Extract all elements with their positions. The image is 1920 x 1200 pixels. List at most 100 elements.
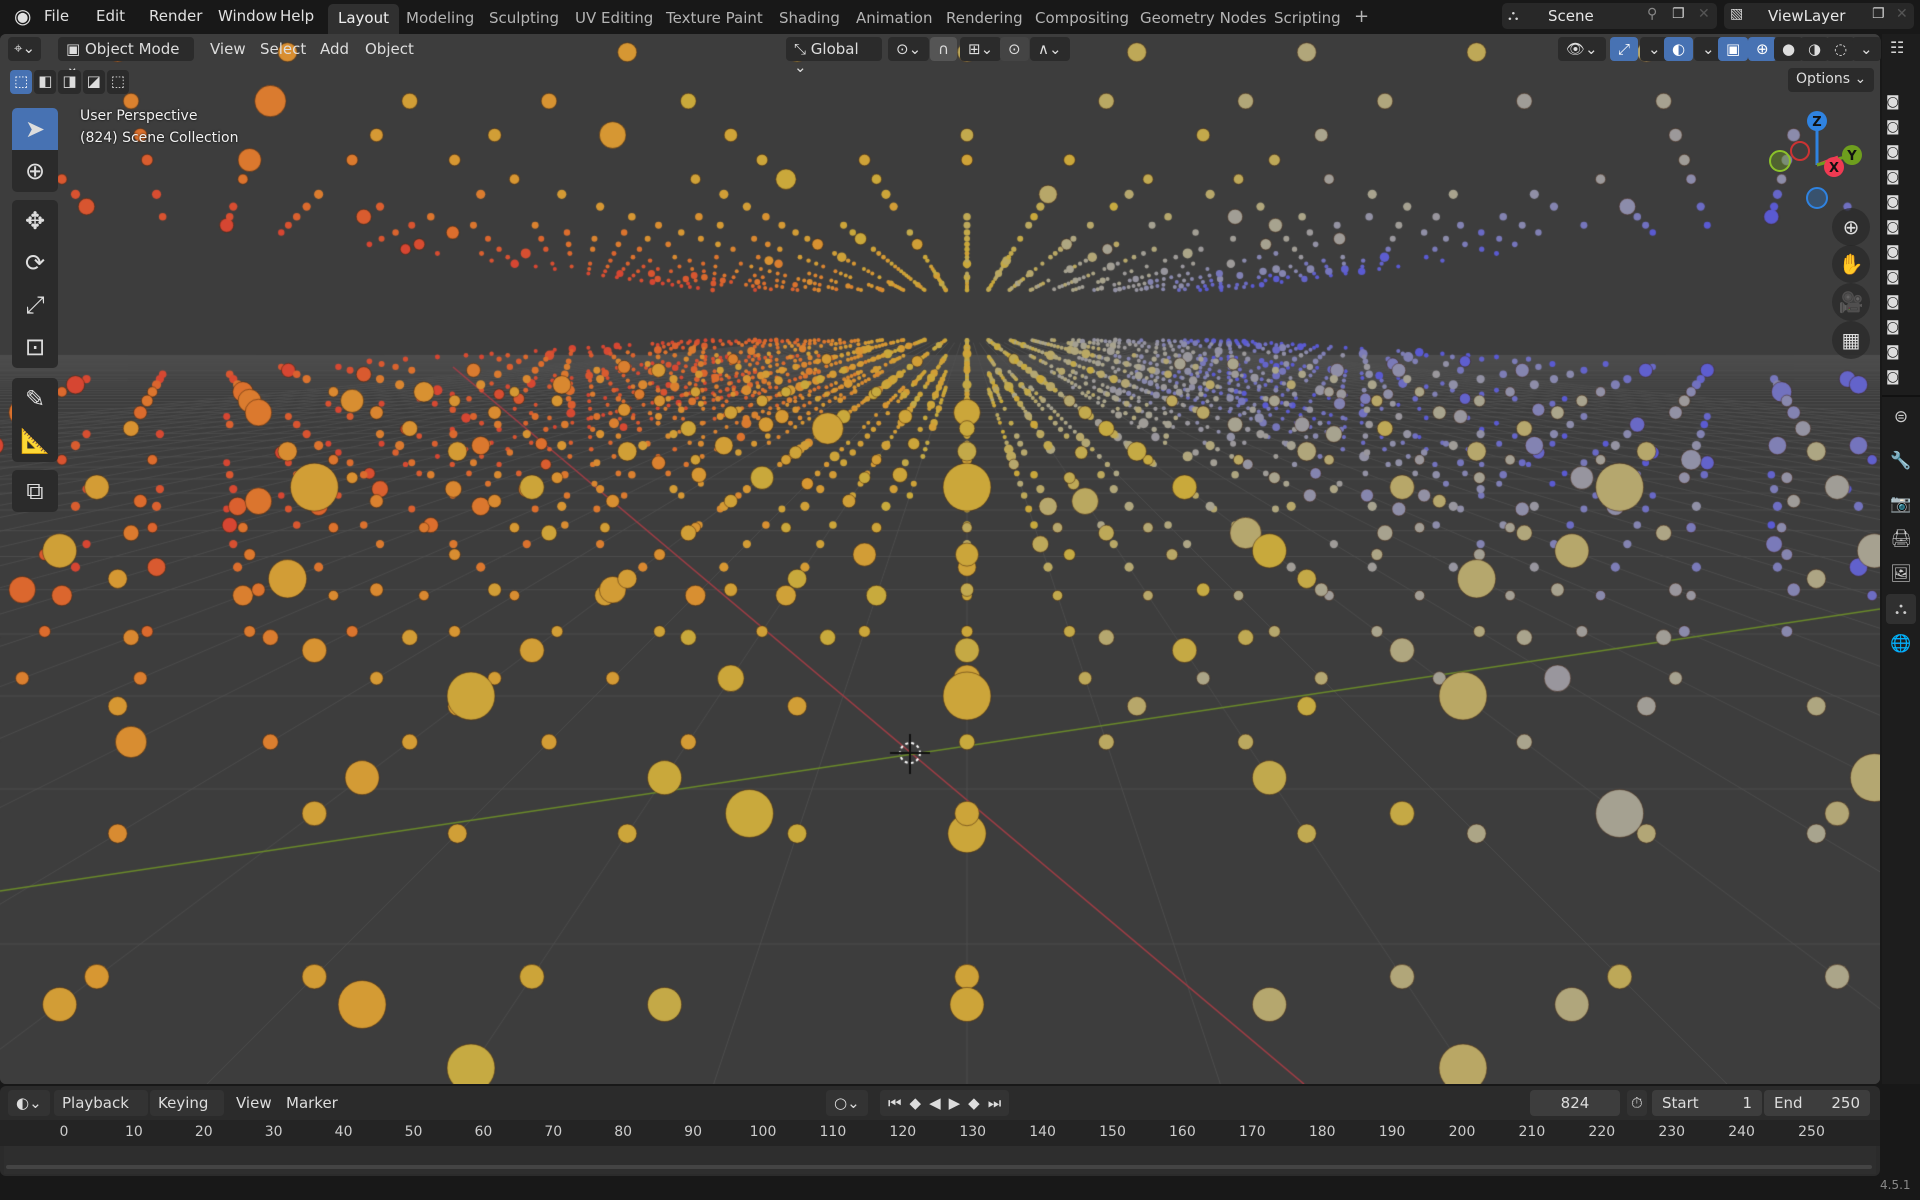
camera-visibility-icon[interactable]: ◙ xyxy=(1886,144,1900,160)
neg-x-axis-handle[interactable] xyxy=(1790,141,1810,161)
tab-uv-editing[interactable]: UV Editing xyxy=(575,9,654,27)
camera-visibility-icon[interactable]: ◙ xyxy=(1886,194,1900,210)
viewport-scene[interactable] xyxy=(0,34,1880,1084)
camera-visibility-icon[interactable]: ◙ xyxy=(1886,219,1900,235)
tab-animation[interactable]: Animation xyxy=(856,9,933,27)
timeline-ruler[interactable] xyxy=(0,1120,1880,1146)
select-intersect-icon[interactable]: ⬚ xyxy=(106,70,129,94)
neg-z-axis-handle[interactable] xyxy=(1806,187,1828,209)
auto-keying-toggle-icon[interactable]: ○⌄ xyxy=(826,1090,868,1116)
timeline-menu-view[interactable]: View xyxy=(236,1094,272,1112)
tab-scripting[interactable]: Scripting xyxy=(1274,9,1341,27)
object-mode-dropdown[interactable]: ▣ Object Mode ⌄ xyxy=(58,37,194,76)
play-icon[interactable]: ▶ xyxy=(948,1094,961,1112)
add-cube-tool-icon[interactable]: ⧉ xyxy=(12,470,58,512)
add-workspace-button[interactable]: + xyxy=(1354,6,1370,27)
delete-scene-icon[interactable]: ✕ xyxy=(1698,6,1710,22)
menu-file[interactable]: File xyxy=(44,7,70,25)
start-frame-field[interactable]: Start 1 xyxy=(1652,1090,1762,1116)
playback-dropdown[interactable]: Playback ⌄ xyxy=(54,1090,148,1130)
tab-texture-paint[interactable]: Texture Paint xyxy=(666,9,763,27)
menu-add[interactable]: Add xyxy=(320,40,350,58)
rotate-tool-icon[interactable]: ⟳ xyxy=(12,242,58,284)
tab-sculpting[interactable]: Sculpting xyxy=(489,9,560,27)
measure-tool-icon[interactable]: 📐 xyxy=(12,420,58,462)
timeline-track[interactable] xyxy=(4,1146,1876,1174)
new-scene-icon[interactable]: ❐ xyxy=(1672,6,1685,22)
preview-range-icon[interactable]: ⏱ xyxy=(1627,1090,1647,1116)
end-frame-field[interactable]: End 250 xyxy=(1764,1090,1870,1116)
proportional-editing-icon[interactable]: ⊙ xyxy=(1000,37,1029,61)
pivot-point-dropdown[interactable]: ⊙⌄ xyxy=(888,37,930,61)
falloff-dropdown[interactable]: ∧⌄ xyxy=(1030,37,1070,61)
camera-visibility-icon[interactable]: ◙ xyxy=(1886,169,1900,185)
select-subtract-icon[interactable]: ◨ xyxy=(58,70,81,94)
timeline-scrollbar[interactable] xyxy=(6,1165,1872,1169)
camera-visibility-icon[interactable]: ◙ xyxy=(1886,344,1900,360)
y-axis-handle[interactable] xyxy=(1842,145,1862,165)
current-frame-field[interactable]: 824 xyxy=(1530,1090,1620,1116)
camera-visibility-icon[interactable]: ◙ xyxy=(1886,294,1900,310)
camera-visibility-icon[interactable]: ◙ xyxy=(1886,369,1900,385)
select-box-tool-icon[interactable]: ➤ xyxy=(12,108,58,150)
pin-icon[interactable]: ⚲ xyxy=(1647,6,1658,22)
gizmo-toggle-icon[interactable]: ⤢ xyxy=(1610,37,1639,61)
tab-modeling[interactable]: Modeling xyxy=(406,9,475,27)
overlays-toggle-icon[interactable]: ◐ xyxy=(1664,37,1694,61)
camera-visibility-icon[interactable]: ◙ xyxy=(1886,94,1900,110)
zoom-view-icon[interactable]: ⊕ xyxy=(1832,208,1870,246)
z-axis-handle[interactable] xyxy=(1807,111,1827,131)
blender-logo-icon[interactable]: ◉ xyxy=(14,4,32,28)
keying-dropdown[interactable]: Keying ⌄ xyxy=(150,1090,224,1130)
pan-view-icon[interactable]: ✋ xyxy=(1832,245,1870,283)
tab-geometry-nodes[interactable]: Geometry Nodes xyxy=(1140,9,1267,27)
snap-target-dropdown[interactable]: ⊞⌄ xyxy=(960,37,1002,61)
annotate-tool-icon[interactable]: ✎ xyxy=(12,378,58,420)
move-tool-icon[interactable]: ✥ xyxy=(12,200,58,242)
camera-visibility-icon[interactable]: ◙ xyxy=(1886,119,1900,135)
world-properties-icon[interactable]: 🌐 xyxy=(1890,634,1912,654)
navigation-gizmo[interactable]: Z Y X xyxy=(1760,105,1870,210)
delete-view-layer-icon[interactable]: ✕ xyxy=(1896,6,1908,22)
render-properties-icon[interactable]: 📷 xyxy=(1890,494,1912,514)
xray-toggle-icon[interactable]: ▣ xyxy=(1718,37,1749,61)
menu-window[interactable]: Window xyxy=(218,7,278,25)
solid-shading-icon[interactable]: ● xyxy=(1774,37,1804,61)
tab-rendering[interactable]: Rendering xyxy=(946,9,1023,27)
overlays-dropdown[interactable]: ⌄ xyxy=(1694,37,1723,61)
view-layer-selector[interactable]: ▧ ViewLayer ❐ ✕ xyxy=(1724,3,1914,29)
jump-end-icon[interactable]: ⏭ xyxy=(987,1094,1002,1112)
next-keyframe-icon[interactable]: ◆ xyxy=(968,1094,980,1112)
tab-layout[interactable]: Layout xyxy=(328,4,399,34)
scene-selector[interactable]: ⛬ Scene ⚲ ❐ ✕ xyxy=(1502,3,1717,29)
menu-select[interactable]: Select xyxy=(260,40,307,58)
rendered-shading-icon[interactable]: ◌ xyxy=(1826,37,1856,61)
select-extend-icon[interactable]: ◧ xyxy=(34,70,57,94)
menu-render[interactable]: Render xyxy=(149,7,203,25)
properties-toggle-icon[interactable]: ⊜ xyxy=(1893,407,1909,427)
play-reverse-icon[interactable]: ◀ xyxy=(929,1094,941,1112)
view-layer-properties-icon[interactable]: 🖼 xyxy=(1890,564,1912,584)
select-invert-icon[interactable]: ◪ xyxy=(82,70,105,94)
outliner-icon[interactable]: ☷ xyxy=(1890,38,1905,57)
select-new-icon[interactable]: ⬚ xyxy=(10,70,33,94)
3d-viewport[interactable] xyxy=(0,34,1880,1084)
options-dropdown[interactable]: Options ⌄ xyxy=(1788,68,1875,92)
timeline-menu-marker[interactable]: Marker xyxy=(286,1094,338,1112)
new-view-layer-icon[interactable]: ❐ xyxy=(1872,6,1885,22)
camera-visibility-icon[interactable]: ◙ xyxy=(1886,319,1900,335)
tool-properties-icon[interactable]: 🔧 xyxy=(1890,451,1912,471)
transform-orientation-dropdown[interactable]: ⤡ Global ⌄ xyxy=(786,37,882,76)
wireframe-shading-icon[interactable]: ⊕ xyxy=(1748,37,1777,61)
camera-view-icon[interactable]: 🎥 xyxy=(1832,283,1870,321)
scale-tool-icon[interactable]: ⤢ xyxy=(12,284,58,326)
visibility-dropdown[interactable]: 👁⌄ xyxy=(1558,37,1606,61)
menu-help[interactable]: Help xyxy=(280,7,315,25)
output-properties-icon[interactable]: 🖨 xyxy=(1890,529,1912,549)
cursor-tool-icon[interactable]: ⊕ xyxy=(12,150,58,192)
camera-visibility-icon[interactable]: ◙ xyxy=(1886,244,1900,260)
jump-start-icon[interactable]: ⏮ xyxy=(888,1094,902,1112)
material-shading-icon[interactable]: ◑ xyxy=(1800,37,1830,61)
x-axis-handle[interactable] xyxy=(1824,157,1844,177)
camera-visibility-icon[interactable]: ◙ xyxy=(1886,269,1900,285)
